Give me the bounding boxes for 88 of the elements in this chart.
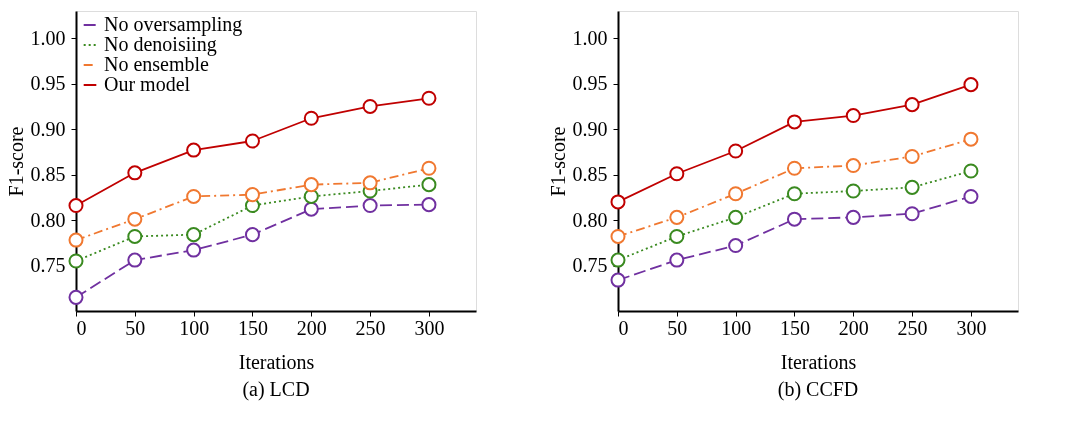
x-tick-label: 200 [838,316,869,339]
point [963,77,979,93]
point [127,252,143,268]
x-tick-label: 100 [179,316,210,339]
point [963,163,979,179]
point [127,211,143,227]
point [904,179,920,195]
point [669,166,685,182]
point [963,188,979,204]
y-tick-label: 0.80 [572,208,608,231]
point [303,177,319,193]
x-axis-title: Iterations [780,350,857,373]
point [669,228,685,244]
x-tick-label: 150 [779,316,810,339]
point [244,133,260,149]
point [610,252,626,268]
y-tick-label: 0.95 [572,72,608,95]
point [68,253,84,269]
point [963,131,979,147]
point [127,165,143,181]
x-tick-label: 200 [296,316,327,339]
point [728,209,744,225]
text: (b) CCFD [777,378,859,401]
point [845,158,861,174]
point [244,227,260,243]
x-tick-label: 250 [355,316,386,339]
point [186,188,202,204]
point [362,98,378,114]
x-tick-label: 300 [414,316,445,339]
legend-label: Our model [104,73,191,95]
y-tick-label: 0.90 [30,117,66,140]
point [845,183,861,199]
x-tick-label: 250 [897,316,928,339]
x-axis-title: Iterations [238,350,315,373]
point [303,110,319,126]
point [362,175,378,191]
y-tick-label: 1.00 [572,26,608,49]
point [728,186,744,202]
point [728,143,744,159]
point [421,177,437,193]
point [186,242,202,258]
legend-label: No oversampling [104,13,243,36]
point [610,228,626,244]
point [845,209,861,225]
point [303,188,319,204]
point [904,148,920,164]
y-tick-label: 0.85 [30,163,66,186]
point [610,272,626,288]
point [669,252,685,268]
x-tick-label: 100 [721,316,752,339]
point [68,289,84,305]
point [904,97,920,113]
y-tick-label: 0.75 [572,254,608,277]
y-axis-title: F1-score [546,126,569,197]
y-tick-label: 0.75 [30,254,66,277]
x-tick-label: 0 [618,316,629,339]
x-tick-label: 150 [237,316,268,339]
point [244,187,260,203]
point [186,142,202,158]
x-tick-label: 50 [667,316,688,339]
y-tick-label: 0.95 [30,72,66,95]
y-tick-label: 0.90 [572,117,608,140]
x-tick-label: 300 [956,316,987,339]
text: (a) LCD [242,378,310,401]
point [421,160,437,176]
point [845,108,861,124]
point [786,114,802,130]
point [186,227,202,243]
point [421,90,437,106]
y-tick-label: 1.00 [30,26,66,49]
point [728,238,744,254]
y-tick-label: 0.80 [30,208,66,231]
point [421,197,437,213]
point [610,194,626,210]
point [786,211,802,227]
y-axis-title: F1-score [4,126,27,197]
point [303,201,319,217]
x-tick-label: 50 [125,316,146,339]
point [68,198,84,214]
point [68,232,84,248]
point [786,186,802,202]
x-tick-label: 0 [76,316,87,339]
point [362,198,378,214]
point [904,206,920,222]
y-tick-label: 0.85 [572,163,608,186]
point [786,160,802,176]
point [669,209,685,225]
point [127,228,143,244]
